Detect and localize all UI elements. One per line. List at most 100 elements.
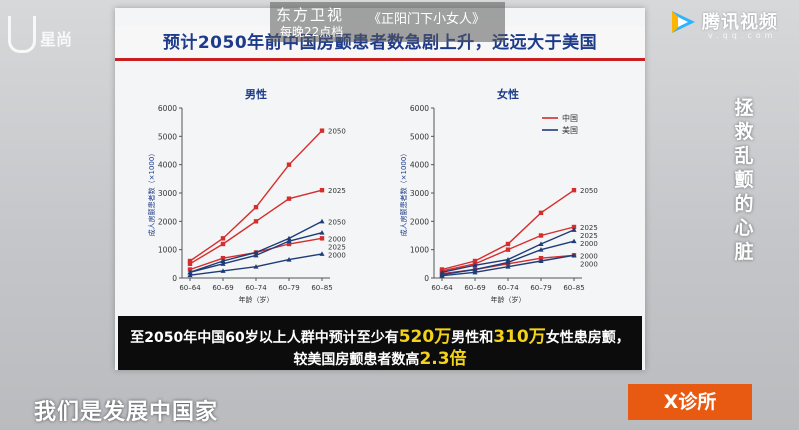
- data-point: [286, 235, 292, 241]
- data-point: [571, 238, 577, 244]
- data-point: [472, 262, 478, 268]
- legend-label: 美国: [562, 125, 578, 135]
- x-tick-label: 60–85: [563, 284, 584, 292]
- series-end-label: 2050: [328, 218, 346, 226]
- data-point: [187, 269, 193, 275]
- x-tick-label: 60–79: [530, 284, 551, 292]
- data-point: [187, 267, 193, 272]
- data-point: [472, 266, 478, 272]
- x-tick-label: 60–69: [212, 284, 233, 292]
- y-tick-label: 5000: [410, 132, 429, 141]
- data-point: [286, 241, 292, 247]
- y-tick-label: 0: [424, 274, 429, 283]
- x-axis-label: 年龄（岁）: [239, 295, 274, 304]
- series-end-label: 2000: [328, 251, 346, 259]
- data-point: [319, 236, 325, 241]
- y-tick-label: 1000: [410, 246, 429, 255]
- side-title: 拯救乱颤的心脏: [734, 97, 754, 263]
- y-axis-label: 成人房颤患者数（×1000）: [147, 150, 156, 237]
- chart-title: 男性: [245, 87, 267, 101]
- data-point: [538, 233, 544, 238]
- series-end-label: 2000: [580, 252, 598, 260]
- series-end-label: 2025: [328, 243, 346, 251]
- data-point: [571, 227, 577, 232]
- y-tick-label: 0: [172, 274, 177, 283]
- x-tick-label: 60–79: [278, 284, 299, 292]
- data-point: [187, 258, 193, 264]
- data-point: [319, 187, 325, 193]
- data-point: [538, 210, 544, 216]
- data-point: [286, 162, 292, 167]
- data-point: [253, 252, 259, 258]
- channel-name: 东方卫视: [276, 6, 345, 24]
- data-point: [253, 249, 259, 255]
- data-point: [253, 219, 259, 224]
- data-point: [505, 256, 511, 262]
- data-point: [319, 128, 325, 133]
- slide-caption: 至2050年中国60岁以上人群中预计至少有520万男性和310万女性患房颤， 较…: [118, 316, 642, 370]
- y-tick-label: 6000: [158, 104, 177, 113]
- presentation-slide: 预计2050年前中国房颤患者数急剧上升，远远大于美国: [115, 8, 645, 370]
- play-icon: [672, 11, 695, 33]
- caption-text: 女性患房颤，: [545, 330, 630, 346]
- x-tick-label: 60–74: [245, 284, 267, 292]
- data-point: [538, 247, 544, 252]
- x-tick-label: 60–69: [464, 284, 485, 292]
- series-end-label: 2025: [580, 224, 598, 232]
- data-point: [319, 230, 325, 235]
- caption-highlight: 2.3倍: [419, 349, 467, 369]
- legend-label: 中国: [562, 113, 578, 123]
- x-tick-label: 60–85: [311, 284, 332, 292]
- show-title: 《正阳门下小女人》: [368, 12, 486, 27]
- y-tick-label: 3000: [410, 189, 429, 198]
- y-axis-label: 成人房颤患者数（×1000）: [399, 150, 408, 237]
- y-tick-label: 6000: [410, 104, 429, 113]
- platform-logo: 腾讯视频 v.qq.com: [668, 4, 793, 44]
- caption-highlight: 310万: [493, 327, 546, 347]
- data-point: [220, 258, 226, 263]
- series-end-label: 2000: [580, 260, 598, 268]
- data-point: [286, 238, 292, 244]
- data-point: [505, 264, 511, 269]
- data-point: [319, 218, 325, 224]
- data-point: [571, 224, 577, 230]
- chart-men: 男性 0 1000 2000 3000 4000 5000 6000 60–64 60–69 60–…: [147, 87, 346, 304]
- studio-logo: 星尚: [8, 16, 88, 56]
- caption-line-2: 较美国房颤患者数高2.3倍: [118, 344, 642, 369]
- data-point: [253, 264, 259, 269]
- caption-text: 至2050年中国60岁以上人群中预计至少有: [130, 330, 399, 346]
- data-point: [286, 196, 292, 201]
- chart-women: 女性 0 1000 2000 3000 4000 5000 6000 60–64 60–69 60–…: [399, 87, 598, 304]
- data-point: [505, 259, 511, 265]
- series-end-label: 2000: [328, 235, 346, 243]
- y-tick-label: 5000: [158, 132, 177, 141]
- data-point: [538, 258, 544, 263]
- x-tick-label: 60–64: [179, 284, 201, 292]
- program-badge: X诊所: [628, 384, 752, 420]
- series-end-label: 2050: [328, 128, 346, 136]
- series-end-label: 2050: [580, 187, 598, 195]
- channel-banner: 东方卫视 每晚22点档 《正阳门下小女人》: [270, 2, 505, 42]
- studio-logo-mark-icon: [8, 16, 36, 53]
- data-point: [220, 261, 226, 266]
- y-tick-label: 4000: [158, 161, 177, 170]
- x-axis-label: 年龄（岁）: [491, 295, 526, 304]
- platform-sub: v.qq.com: [708, 31, 777, 40]
- data-point: [220, 241, 226, 247]
- data-point: [505, 241, 511, 247]
- x-tick-label: 60–64: [431, 284, 453, 292]
- data-point: [571, 187, 577, 193]
- data-point: [253, 204, 259, 210]
- y-tick-label: 2000: [410, 217, 429, 226]
- data-point: [538, 255, 544, 261]
- data-point: [187, 261, 193, 267]
- series-end-label: 2025: [580, 232, 598, 240]
- data-point: [505, 247, 511, 252]
- series-end-label: 2025: [328, 187, 346, 195]
- title-underline: [115, 58, 645, 61]
- data-point: [220, 236, 226, 241]
- data-point: [472, 258, 478, 264]
- series-end-label: 2000: [580, 240, 598, 248]
- data-point: [319, 251, 325, 256]
- data-point: [571, 252, 577, 258]
